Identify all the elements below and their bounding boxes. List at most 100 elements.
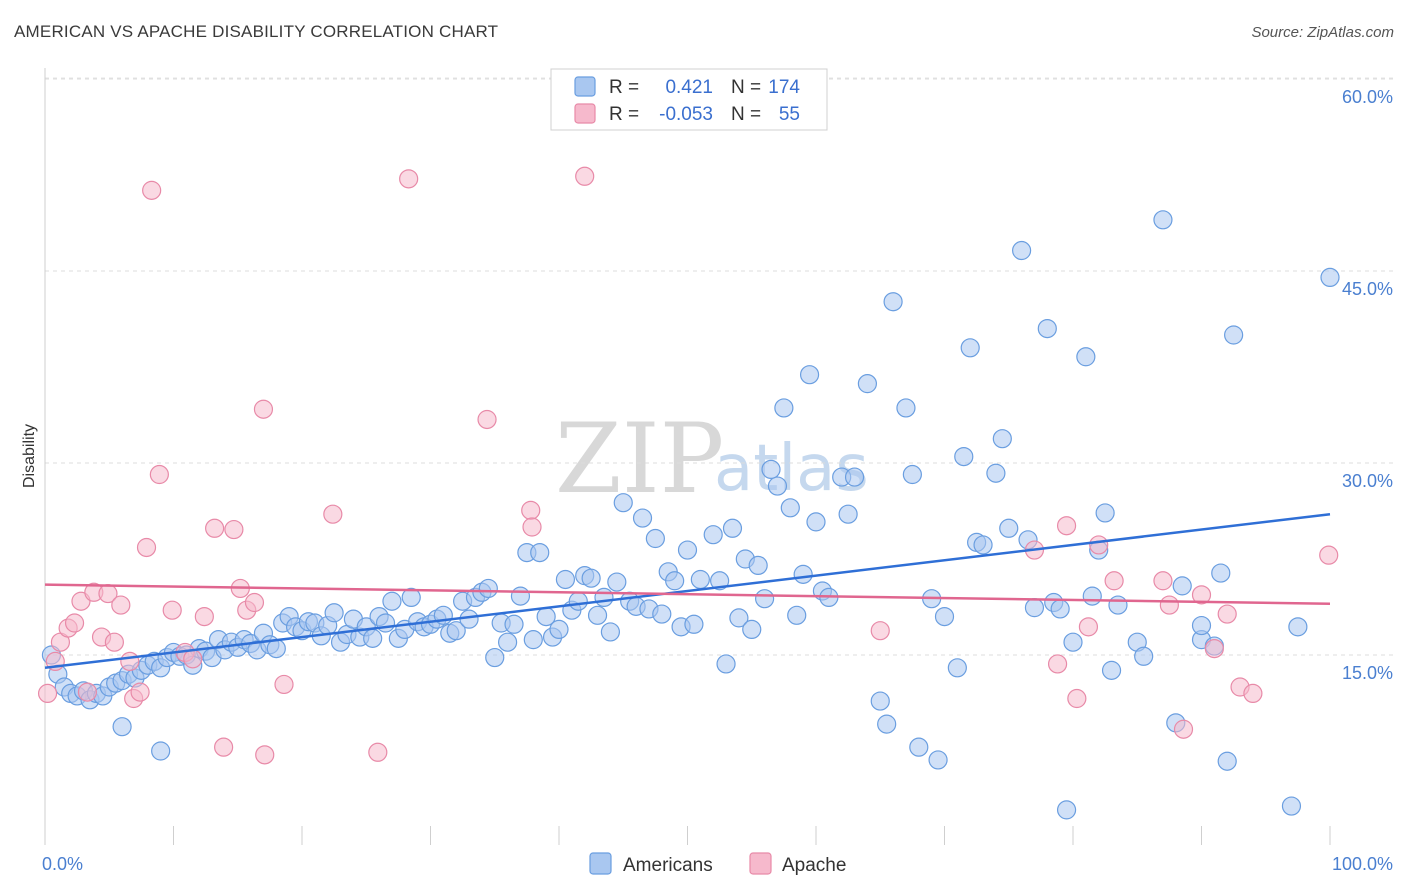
american-point: [1172, 576, 1192, 596]
apache-point: [253, 399, 274, 419]
american-point: [151, 741, 171, 761]
american-point: [677, 540, 698, 560]
source-credit: Source: ZipAtlas.com: [1251, 24, 1394, 41]
american-point: [498, 632, 518, 652]
apache-point: [1067, 688, 1087, 709]
american-point: [530, 542, 550, 563]
apache-point: [870, 621, 890, 641]
american-point: [1211, 563, 1231, 583]
american-point: [742, 619, 762, 640]
legend-n-label-americans: N =: [731, 77, 761, 98]
american-point: [838, 504, 858, 524]
y-axis-label: Disability: [21, 424, 38, 488]
american-point: [607, 572, 627, 592]
american-point: [459, 609, 479, 629]
apache-point: [1173, 719, 1194, 739]
american-point: [787, 605, 807, 625]
american-point: [523, 630, 543, 650]
american-point: [375, 613, 396, 633]
american-point: [555, 569, 576, 590]
series-americans-points: [41, 210, 1340, 820]
american-point: [568, 591, 588, 611]
american-point: [690, 569, 710, 590]
american-point: [632, 508, 653, 528]
american-point: [774, 398, 794, 418]
legend-swatch-apache: [574, 103, 596, 124]
american-point: [806, 512, 826, 532]
american-point: [928, 750, 948, 770]
american-point: [1281, 796, 1302, 816]
american-point: [973, 535, 993, 555]
grid-lines: [45, 77, 1393, 656]
legend-r-label-americans: R =: [609, 77, 639, 98]
apache-point: [142, 180, 162, 200]
american-point: [1217, 751, 1237, 771]
bottom-legend-label-americans: Americans: [623, 855, 713, 876]
american-point: [1024, 598, 1045, 618]
y-tick-label: 45.0%: [1342, 279, 1393, 299]
american-point: [999, 518, 1019, 538]
apache-point: [224, 519, 244, 540]
american-point: [594, 587, 614, 608]
apache-point: [214, 737, 234, 757]
apache-point: [183, 649, 203, 669]
apache-point: [323, 504, 343, 524]
american-point: [1076, 347, 1096, 367]
legend-r-label-apache: R =: [609, 104, 639, 125]
american-point: [665, 571, 685, 591]
apache-point: [521, 500, 541, 520]
apache-point: [120, 651, 140, 672]
apache-point: [104, 632, 124, 652]
legend-n-label-apache: N =: [731, 104, 761, 125]
bottom-legend: Americans Apache: [589, 852, 846, 876]
american-point: [684, 614, 704, 634]
american-point: [1288, 617, 1308, 637]
american-point: [947, 658, 967, 678]
american-point: [485, 647, 505, 668]
bottom-legend-label-apache: Apache: [782, 855, 846, 876]
apache-point: [1319, 545, 1339, 565]
american-point: [510, 586, 531, 606]
x-tick-label-max: 100.0%: [1332, 854, 1393, 874]
apache-point: [244, 592, 265, 613]
american-point: [857, 374, 878, 394]
bottom-legend-swatch-americans: [589, 852, 612, 875]
y-axis-tick-labels: 15.0% 30.0% 45.0% 60.0%: [1342, 87, 1393, 683]
x-tick-label-min: 0.0%: [42, 854, 83, 874]
american-point: [266, 638, 286, 659]
legend-n-value-apache: 55: [779, 104, 800, 125]
apache-point: [149, 464, 169, 485]
american-point: [363, 628, 383, 648]
american-point: [1037, 319, 1057, 339]
apache-point: [136, 537, 157, 558]
american-point: [1095, 503, 1115, 523]
american-point: [478, 578, 498, 599]
apache-point: [477, 409, 497, 430]
american-point: [401, 587, 421, 608]
american-point: [877, 714, 897, 734]
american-point: [1011, 240, 1032, 261]
american-point: [1056, 800, 1077, 820]
american-point: [613, 493, 633, 513]
american-point: [324, 603, 344, 623]
apache-point: [399, 169, 419, 189]
american-point: [710, 571, 730, 591]
apache-point: [1191, 585, 1212, 605]
american-point: [960, 338, 980, 358]
american-point: [902, 464, 922, 485]
apache-point: [205, 518, 225, 538]
american-point: [1108, 595, 1128, 615]
american-point: [504, 614, 524, 634]
american-point: [992, 429, 1012, 449]
american-point: [1101, 660, 1122, 680]
legend-frame: [550, 68, 828, 131]
american-point: [870, 691, 890, 711]
american-point: [581, 568, 601, 588]
american-point: [954, 447, 974, 467]
apache-point: [368, 742, 388, 762]
american-point: [549, 619, 569, 640]
apache-point: [1089, 535, 1109, 555]
american-point: [748, 555, 768, 576]
american-point: [793, 564, 813, 584]
